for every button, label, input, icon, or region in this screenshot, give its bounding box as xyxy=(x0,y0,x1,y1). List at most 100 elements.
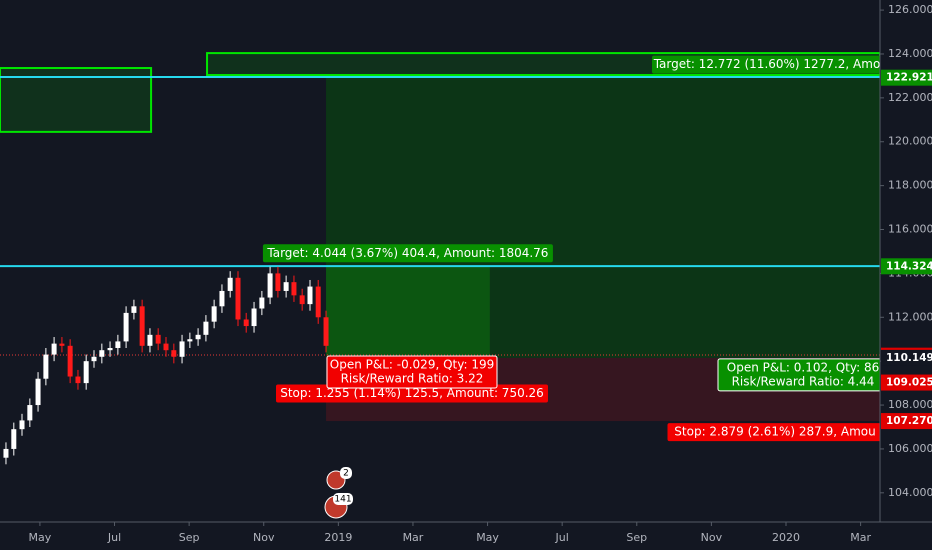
price-label-box xyxy=(881,374,932,391)
candle-body xyxy=(203,321,209,335)
y-tick-label: 120.000 xyxy=(888,135,932,148)
candle-body xyxy=(155,334,161,344)
candle-body xyxy=(163,343,169,351)
candle-body xyxy=(91,356,97,362)
event-count: 2 xyxy=(343,469,349,479)
price-label-box xyxy=(881,258,932,275)
event-flag[interactable]: 141 xyxy=(324,493,353,519)
y-tick-label: 124.000 xyxy=(888,47,932,60)
candle-body xyxy=(227,277,233,291)
candle-body xyxy=(211,306,217,322)
x-tick-label: Sep xyxy=(626,531,647,544)
event-badge xyxy=(333,493,353,505)
stop-label: Stop: 1.255 (1.14%) 125.5, Amount: 750.2… xyxy=(280,386,544,400)
candle-body xyxy=(323,317,329,346)
price-label: 110.149 xyxy=(886,352,932,364)
candle-body xyxy=(147,334,153,346)
price-label-box xyxy=(881,349,932,366)
stop-label: Stop: 2.879 (2.61%) 287.9, Amou xyxy=(674,425,875,439)
candle-body xyxy=(299,295,305,305)
x-tick-label: 2019 xyxy=(324,531,352,544)
candle-body xyxy=(187,339,193,342)
candle-body xyxy=(115,341,121,348)
candle-body xyxy=(283,282,289,291)
candle-body xyxy=(67,345,73,377)
candle-body xyxy=(243,319,249,327)
candle-body xyxy=(107,348,113,351)
candle-body xyxy=(275,273,281,291)
candle-body xyxy=(19,420,25,430)
label-box xyxy=(262,244,553,263)
candle-body xyxy=(75,376,81,384)
target-zone xyxy=(326,77,880,358)
rectangle-drawing xyxy=(0,67,153,133)
candle-body xyxy=(11,429,17,449)
candle-body xyxy=(251,308,257,327)
event-badge xyxy=(340,467,352,479)
price-label: 107.270 xyxy=(886,415,932,427)
candle-body xyxy=(195,334,201,340)
pnl-label: Open P&L: -0.029, Qty: 199 xyxy=(330,358,494,372)
candle-body xyxy=(51,343,57,355)
target-label: Target: 4.044 (3.67%) 404.4, Amount: 180… xyxy=(266,246,548,260)
candle-body xyxy=(3,448,9,458)
price-label-box xyxy=(881,69,932,86)
x-tick-label: Jul xyxy=(555,531,569,544)
x-tick-label: May xyxy=(476,531,499,544)
candle-body xyxy=(131,306,137,313)
rr-label: Risk/Reward Ratio: 3.22 xyxy=(341,372,484,386)
label-box xyxy=(276,384,548,403)
y-tick-label: 108.000 xyxy=(888,398,932,411)
pnl-box xyxy=(717,358,880,392)
candle-body xyxy=(219,290,225,307)
candle-body xyxy=(83,361,89,384)
candle-body xyxy=(35,378,41,406)
y-tick-label: 126.000 xyxy=(888,3,932,16)
plot-area: Target: 4.044 (3.67%) 404.4, Amount: 180… xyxy=(0,52,881,465)
candle-body xyxy=(259,297,265,309)
candle-body xyxy=(99,350,105,357)
label-box xyxy=(667,423,880,442)
x-tick-label: Mar xyxy=(850,531,871,544)
candle-body xyxy=(27,405,33,421)
x-tick-label: Jul xyxy=(107,531,121,544)
y-tick-label: 116.000 xyxy=(888,223,932,236)
event-count: 141 xyxy=(334,495,351,505)
price-label-box xyxy=(881,413,932,430)
candle-body xyxy=(43,354,49,379)
candle-body xyxy=(59,343,65,346)
price-label: 114.324 xyxy=(886,260,932,272)
label-box xyxy=(652,55,880,74)
y-tick-label: 106.000 xyxy=(888,442,932,455)
rr-label: Risk/Reward Ratio: 4.44 xyxy=(732,374,875,388)
target-zone xyxy=(326,266,490,356)
pnl-box xyxy=(326,355,498,389)
candle-body xyxy=(315,286,321,318)
candle-body xyxy=(171,350,177,357)
price-label: 122.921 xyxy=(886,72,932,84)
price-label: 109.025 xyxy=(886,377,932,389)
x-tick-label: May xyxy=(29,531,52,544)
pnl-label: Open P&L: 0.102, Qty: 86 xyxy=(727,360,880,374)
x-tick-label: Nov xyxy=(701,531,723,544)
event-flag[interactable]: 2 xyxy=(326,467,352,490)
candle-body xyxy=(267,273,273,298)
y-tick-label: 112.000 xyxy=(888,310,932,323)
axes: 104.000106.000108.000110.000112.000114.0… xyxy=(29,3,932,544)
target-label: Target: 12.772 (11.60%) 1277.2, Amo xyxy=(653,57,881,71)
candle-body xyxy=(307,286,313,305)
x-tick-label: Nov xyxy=(253,531,275,544)
candle-body xyxy=(235,277,241,320)
y-tick-label: 118.000 xyxy=(888,179,932,192)
x-tick-label: 2020 xyxy=(772,531,800,544)
x-tick-label: Mar xyxy=(403,531,424,544)
candle-body xyxy=(123,312,129,342)
candle-body xyxy=(179,341,185,357)
y-tick-label: 104.000 xyxy=(888,486,932,499)
candle-body xyxy=(291,282,297,296)
candle-body xyxy=(139,306,145,346)
y-tick-label: 122.000 xyxy=(888,91,932,104)
x-tick-label: Sep xyxy=(179,531,200,544)
